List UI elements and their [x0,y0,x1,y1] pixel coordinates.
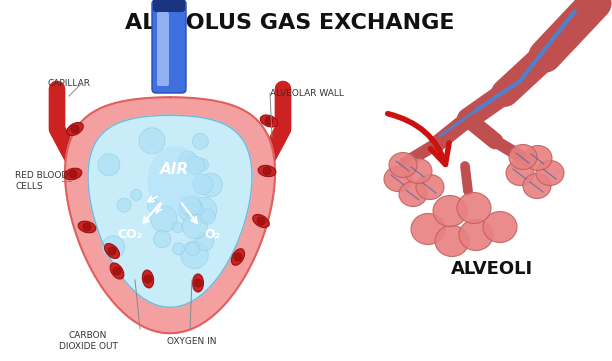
Ellipse shape [459,219,493,251]
Circle shape [83,223,91,231]
FancyArrowPatch shape [387,114,449,164]
Circle shape [257,217,265,225]
Ellipse shape [67,122,83,135]
Ellipse shape [509,144,537,170]
Ellipse shape [483,212,517,243]
Ellipse shape [399,182,427,206]
Circle shape [234,253,242,261]
Ellipse shape [231,249,245,265]
Circle shape [179,198,204,223]
Ellipse shape [433,196,467,226]
Circle shape [191,197,217,223]
Circle shape [195,232,214,251]
Text: ALVEOLUS GAS EXCHANGE: ALVEOLUS GAS EXCHANGE [125,13,455,33]
Circle shape [179,151,197,169]
Circle shape [192,133,208,149]
Circle shape [139,128,165,154]
FancyBboxPatch shape [157,12,169,86]
Circle shape [102,236,125,258]
Ellipse shape [78,221,96,233]
Circle shape [130,189,142,200]
Ellipse shape [506,161,534,186]
Ellipse shape [435,226,469,257]
Text: ALVEOLAR WALL: ALVEOLAR WALL [270,88,344,97]
Circle shape [194,279,202,287]
Circle shape [265,117,273,125]
Ellipse shape [384,166,412,191]
Polygon shape [65,97,275,333]
Circle shape [181,241,208,269]
Circle shape [173,243,185,255]
Ellipse shape [110,263,124,279]
Circle shape [108,247,116,255]
Circle shape [200,209,215,224]
Circle shape [186,156,204,175]
Circle shape [69,170,77,178]
Ellipse shape [536,161,564,186]
Ellipse shape [147,146,203,216]
Ellipse shape [64,168,82,180]
Text: CO₂: CO₂ [118,229,143,242]
Circle shape [98,154,120,176]
Circle shape [193,174,213,195]
Polygon shape [88,115,252,307]
Ellipse shape [389,152,417,178]
Ellipse shape [457,192,491,223]
FancyBboxPatch shape [152,0,186,93]
Circle shape [154,230,171,248]
Text: CARBON
DIOXIDE OUT: CARBON DIOXIDE OUT [59,331,118,351]
Circle shape [144,275,152,283]
Ellipse shape [411,213,445,244]
Circle shape [147,199,160,213]
Ellipse shape [105,244,119,258]
Circle shape [182,214,207,239]
Text: OXYGEN IN: OXYGEN IN [167,336,217,345]
Circle shape [181,196,201,216]
Ellipse shape [253,214,269,227]
Circle shape [151,205,177,232]
Text: AIR: AIR [160,161,190,177]
Text: ALVEOLI: ALVEOLI [451,260,533,278]
Circle shape [196,158,209,171]
Ellipse shape [260,115,278,127]
Ellipse shape [143,270,154,288]
Ellipse shape [193,274,204,292]
Text: CAPILLAR: CAPILLAR [48,78,91,87]
Circle shape [113,267,121,275]
Ellipse shape [523,174,551,199]
Circle shape [172,222,182,233]
Circle shape [199,173,222,197]
Ellipse shape [416,174,444,200]
Ellipse shape [524,145,552,170]
Circle shape [71,125,79,133]
FancyBboxPatch shape [153,0,185,12]
Circle shape [186,242,200,256]
Text: RED BLOOD
CELLS: RED BLOOD CELLS [15,171,69,191]
Circle shape [263,167,271,175]
Ellipse shape [258,165,276,177]
Ellipse shape [404,158,432,183]
Text: O₂: O₂ [204,229,220,242]
Circle shape [117,198,131,212]
